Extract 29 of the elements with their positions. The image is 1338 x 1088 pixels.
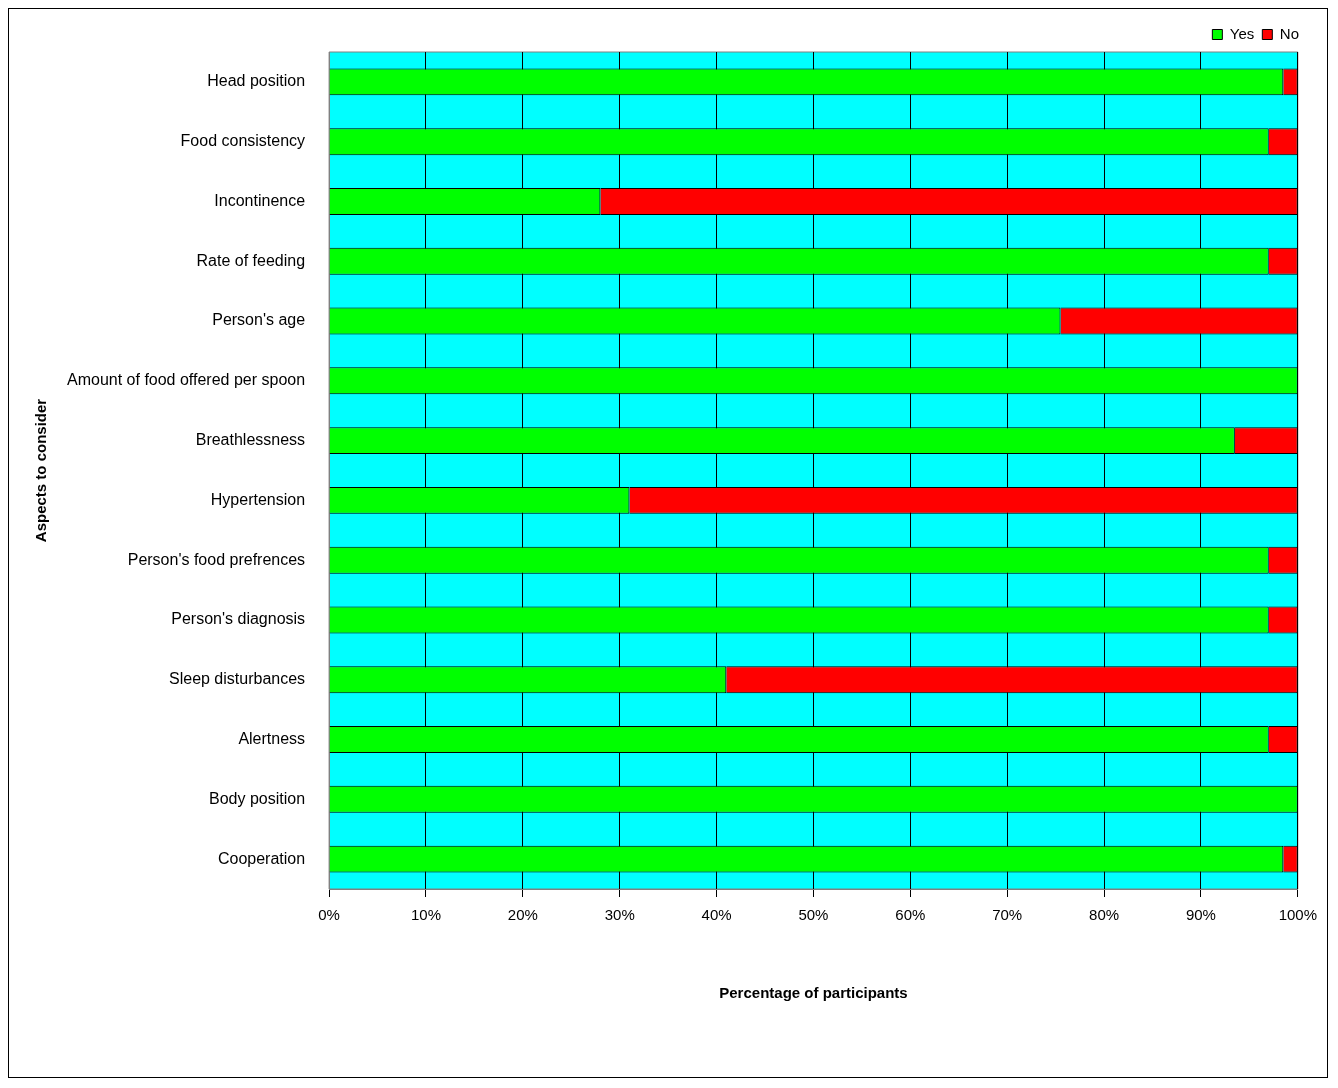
y-tick-label: Alertness: [238, 729, 306, 747]
y-tick-label: Incontinence: [214, 191, 306, 209]
x-tick-label: 70%: [992, 906, 1023, 924]
y-tick-label: Food consistency: [180, 132, 306, 150]
y-tick-label: Amount of food offered per spoon: [67, 371, 306, 389]
y-tick-label: Cooperation: [217, 849, 306, 867]
x-tick-label: 80%: [1089, 906, 1120, 924]
legend-label: No: [1279, 24, 1300, 42]
x-tick-label: 20%: [507, 906, 538, 924]
y-tick-label: Person's diagnosis: [171, 610, 306, 628]
x-tick-label: 100%: [1278, 906, 1318, 924]
x-tick-label: 90%: [1185, 906, 1216, 924]
legend-label: Yes: [1229, 24, 1255, 42]
x-tick-label: 0%: [318, 906, 340, 924]
y-tick-label: Person's age: [212, 311, 306, 329]
x-tick-label: 30%: [604, 906, 635, 924]
y-tick-label: Head position: [207, 72, 306, 90]
x-tick-label: 50%: [798, 906, 829, 924]
y-tick-label: Body position: [209, 789, 306, 807]
y-tick-label: Hypertension: [210, 490, 306, 508]
y-tick-label: Person's food prefrences: [127, 550, 306, 568]
x-tick-label: 40%: [701, 906, 732, 924]
y-tick-label: Rate of feeding: [196, 251, 306, 269]
y-tick-label: Sleep disturbances: [169, 670, 306, 688]
y-tick-label: Breathlessness: [195, 431, 306, 449]
x-tick-label: 10%: [410, 906, 441, 924]
x-axis-title: Percentage of participants: [719, 984, 908, 1002]
y-axis-title: Aspects to consider: [32, 398, 50, 543]
x-tick-label: 60%: [895, 906, 926, 924]
